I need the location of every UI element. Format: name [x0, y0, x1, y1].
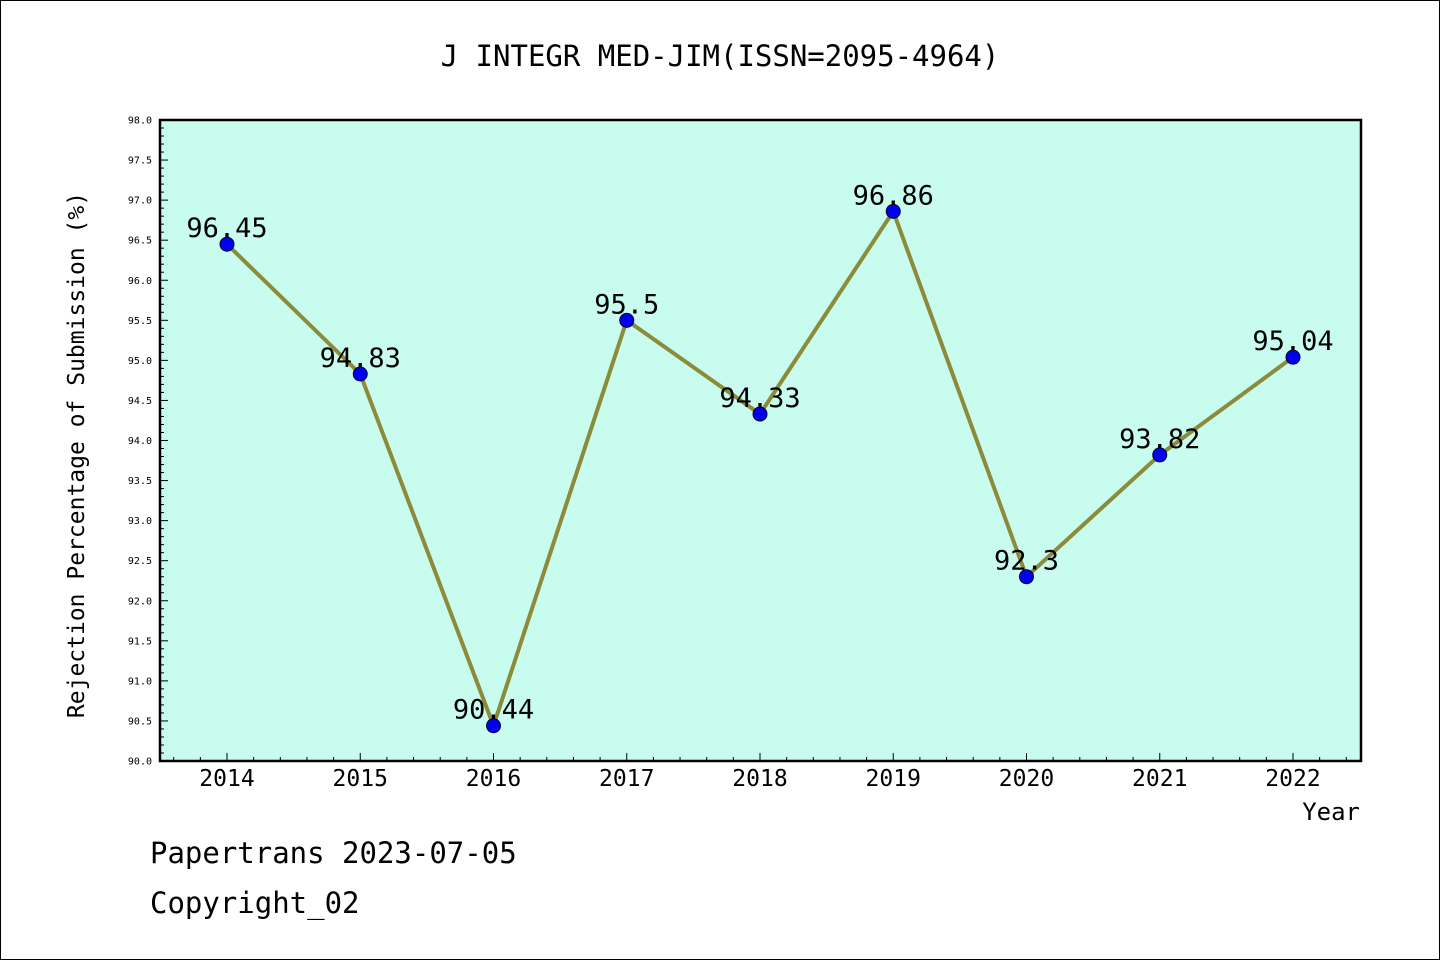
x-axis-label: Year — [1302, 798, 1360, 826]
y-tick-label: 90.0 — [128, 757, 152, 768]
x-tick-label: 2019 — [866, 766, 921, 792]
x-tick-label: 2020 — [999, 766, 1054, 792]
y-tick-label: 91.0 — [128, 676, 152, 687]
data-label: 94.33 — [719, 383, 800, 414]
y-tick-label: 94.0 — [128, 436, 152, 447]
y-tick-label: 96.5 — [128, 236, 152, 247]
data-label: 93.82 — [1119, 424, 1200, 455]
data-label: 92.3 — [994, 546, 1059, 577]
data-point — [752, 406, 768, 422]
x-tick-label: 2015 — [333, 766, 388, 792]
data-label: 95.5 — [594, 289, 659, 320]
footer-date: Papertrans 2023-07-05 — [150, 836, 517, 870]
x-tick-label: 2018 — [732, 766, 787, 792]
chart-title: J INTEGR MED-JIM(ISSN=2095-4964) — [441, 39, 1000, 73]
data-point — [1152, 447, 1168, 463]
x-axis: 2014 2015 2016 2017 2018 2019 2020 2021 2022 — [173, 753, 1347, 792]
x-tick-label: 2016 — [466, 766, 521, 792]
y-tick-label: 95.0 — [128, 356, 152, 367]
y-tick-label: 97.5 — [128, 156, 152, 167]
y-tick-label: 94.5 — [128, 396, 152, 407]
data-point — [352, 366, 368, 382]
data-point — [1285, 349, 1301, 365]
data-point — [619, 312, 635, 328]
y-tick-label: 92.5 — [128, 556, 152, 567]
y-tick-label: 92.0 — [128, 596, 152, 607]
data-label: 90.44 — [453, 695, 534, 726]
y-tick-label: 91.5 — [128, 636, 152, 647]
data-label: 96.45 — [186, 213, 267, 244]
data-point — [219, 236, 235, 252]
y-tick-label: 93.0 — [128, 516, 152, 527]
x-tick-label: 2021 — [1132, 766, 1187, 792]
data-labels: 96.45 94.83 90.44 95.5 94.33 96.86 92.3 93.82 95… — [186, 180, 1333, 725]
x-tick-label: 2022 — [1265, 766, 1320, 792]
y-tick-label: 95.5 — [128, 316, 152, 327]
y-tick-label: 90.5 — [128, 716, 152, 727]
y-tick-label: 98.0 — [128, 116, 152, 127]
data-series — [219, 203, 1301, 734]
x-tick-label: 2014 — [199, 766, 254, 792]
plot-area — [158, 118, 1363, 763]
y-tick-label: 96.0 — [128, 276, 152, 287]
data-label: 95.04 — [1252, 326, 1333, 357]
data-label: 94.83 — [320, 343, 401, 374]
y-axis: 90.0 90.5 91.0 91.5 92.0 92.5 93.0 93.5 94.0 94.5… — [128, 116, 168, 768]
data-point — [885, 203, 901, 219]
data-label: 96.86 — [853, 180, 934, 211]
y-tick-label: 97.0 — [128, 196, 152, 207]
data-point — [486, 718, 501, 734]
y-tick-label: 93.5 — [128, 476, 152, 487]
footer-copyright: Copyright_02 — [150, 886, 360, 920]
data-point — [1019, 569, 1034, 585]
x-tick-label: 2017 — [599, 766, 654, 792]
y-axis-label: Rejection Percentage of Submission (%) — [64, 192, 90, 718]
